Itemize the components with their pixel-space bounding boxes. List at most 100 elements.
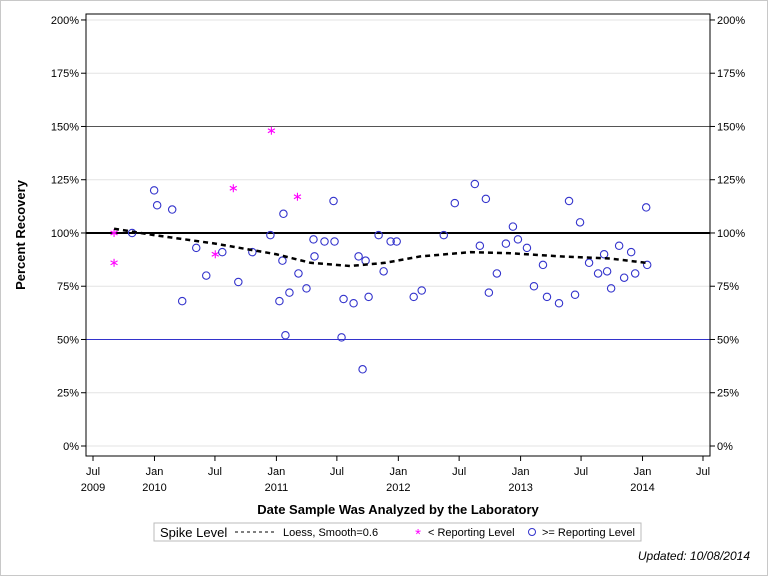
loess-curve: [113, 227, 647, 268]
data-point-reporting: [409, 292, 418, 302]
x-tick-month: Jan: [146, 466, 164, 478]
data-point-reporting: [310, 252, 319, 261]
data-point-reporting: [554, 299, 564, 308]
y-tick-label-right: 175%: [717, 68, 745, 80]
x-tick-month: Jul: [208, 466, 222, 478]
y-tick-label-left: 0%: [63, 441, 79, 453]
legend-spike-level: Spike Level: [160, 525, 227, 540]
data-point-reporting: [364, 292, 373, 302]
data-point-reporting: [285, 288, 294, 297]
data-point-reporting: [606, 284, 616, 293]
asterisk-stroke: [110, 260, 118, 266]
data-point-reporting: [279, 209, 288, 219]
data-point-reporting: [177, 296, 187, 306]
data-point-reporting: [167, 205, 177, 214]
data-point-reporting: [484, 288, 494, 297]
data-point-reporting: [294, 269, 303, 278]
data-point-reporting: [278, 256, 287, 265]
y-tick-label-left: 75%: [57, 281, 79, 293]
data-point-reporting: [538, 260, 548, 270]
data-point-reporting: [152, 201, 162, 210]
x-tick-year: 2009: [81, 482, 105, 494]
asterisk-stroke: [267, 128, 276, 134]
data-point-reporting: [630, 269, 640, 278]
x-tick-month: Jul: [574, 466, 588, 478]
data-point-reporting: [470, 179, 480, 189]
data-point-reporting: [149, 186, 159, 195]
y-tick-label-right: 200%: [717, 15, 745, 27]
y-axis: 0% 0% 25% 25% 50% 50% 75% 75% 100% 100% 125% 125% 15…: [51, 15, 745, 453]
x-tick-month: Jul: [452, 466, 466, 478]
data-point-reporting: [626, 247, 636, 257]
x-tick-month: Jul: [86, 466, 100, 478]
asterisk-stroke: [293, 194, 302, 200]
data-point-reporting: [275, 296, 284, 306]
y-tick-label-right: 125%: [717, 175, 745, 187]
data-point-reporting: [349, 299, 358, 308]
data-point-reporting: [542, 292, 552, 302]
data-marks: [110, 126, 652, 374]
data-point-reporting: [602, 267, 612, 276]
data-point-below-reporting: [267, 126, 276, 135]
data-point-reporting: [508, 222, 518, 231]
y-tick-label-right: 25%: [717, 388, 739, 400]
data-point-reporting: [218, 247, 227, 257]
y-tick-label-left: 50%: [57, 334, 79, 346]
data-point-reporting: [641, 203, 651, 212]
data-point-reporting: [439, 230, 449, 240]
data-point-reporting: [529, 281, 539, 291]
y-tick-label-right: 100%: [717, 228, 745, 240]
x-tick-month: Jan: [634, 466, 652, 478]
y-tick-label-left: 125%: [51, 175, 79, 187]
data-point-reporting: [492, 269, 502, 278]
data-point-reporting: [248, 247, 257, 257]
x-axis: Jul 2009 Jan 2010 Jul Jan 2011 Jul Jan 2012 Jul Jan…: [81, 456, 710, 494]
x-tick-year: 2010: [142, 482, 166, 494]
y-tick-label-left: 150%: [51, 121, 79, 133]
data-point-reporting: [450, 198, 460, 208]
data-point-reporting: [302, 284, 311, 293]
x-tick-year: 2014: [630, 482, 654, 494]
x-tick-month: Jul: [696, 466, 710, 478]
plot-area: [85, 13, 711, 457]
data-point-reporting: [309, 235, 318, 244]
legend-loess: Loess, Smooth=0.6: [283, 527, 378, 539]
data-point-reporting: [202, 271, 211, 280]
data-point-reporting: [619, 273, 629, 282]
x-tick-year: 2011: [265, 482, 289, 494]
updated-date: Updated: 10/08/2014: [638, 549, 750, 563]
data-point-reporting: [481, 194, 491, 204]
x-tick-month: Jan: [389, 466, 407, 478]
x-tick-month: Jul: [330, 466, 344, 478]
data-point-reporting: [329, 196, 338, 206]
asterisk-stroke: [229, 185, 238, 191]
data-point-below-reporting: [110, 258, 118, 267]
data-point-below-reporting: [293, 192, 302, 201]
y-tick-label-right: 0%: [717, 441, 733, 453]
data-point-reporting: [191, 243, 201, 253]
data-point-reporting: [330, 237, 339, 246]
legend-asterisk-icon: *: [415, 526, 421, 543]
data-point-reporting: [417, 286, 426, 295]
data-point-reporting: [593, 269, 603, 278]
data-point-reporting: [379, 267, 388, 276]
y-tick-label-right: 150%: [717, 121, 745, 133]
data-point-reporting: [522, 243, 532, 253]
y-tick-label-left: 200%: [51, 15, 79, 27]
x-tick-year: 2012: [386, 482, 410, 494]
data-point-reporting: [361, 256, 370, 265]
y-tick-label-left: 175%: [51, 68, 79, 80]
data-point-reporting: [599, 250, 609, 259]
data-point-reporting: [501, 239, 511, 248]
y-tick-label-left: 100%: [51, 228, 79, 240]
data-point-reporting: [374, 230, 383, 240]
data-point-reporting: [614, 241, 624, 251]
data-point-reporting: [564, 196, 574, 206]
legend: Spike Level Loess, Smooth=0.6 * < Report…: [153, 522, 642, 543]
data-point-reporting: [339, 294, 348, 304]
x-axis-label: Date Sample Was Analyzed by the Laborato…: [257, 502, 539, 517]
reference-lines: [86, 125, 710, 340]
data-point-reporting: [281, 330, 290, 340]
data-point-reporting: [337, 333, 346, 342]
